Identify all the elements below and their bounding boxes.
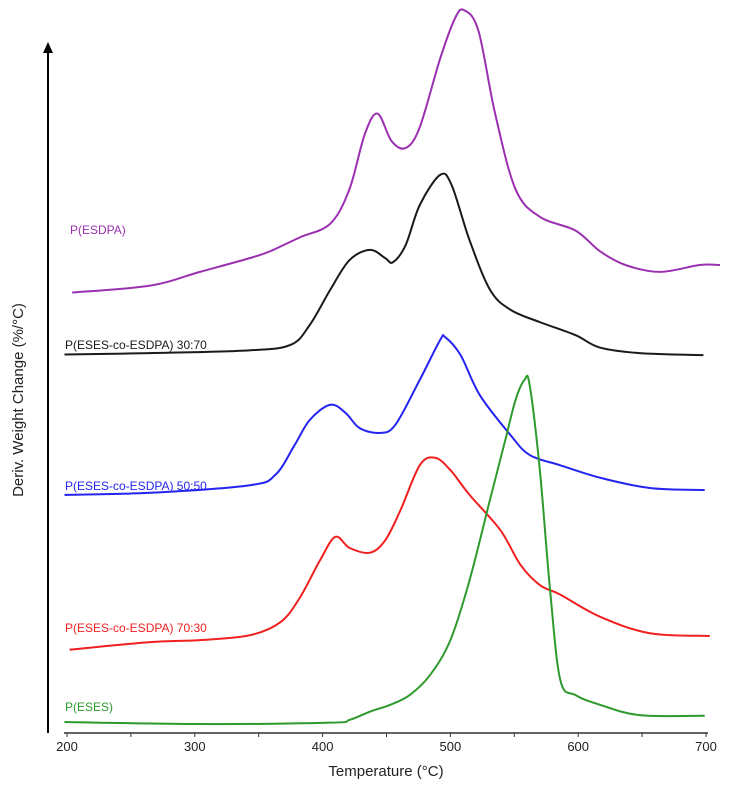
series-label-30-70: P(ESES-co-ESDPA) 30:70: [65, 338, 207, 352]
series-layer: [64, 8, 721, 726]
x-tick-label: 400: [312, 739, 334, 754]
x-tick-label: 200: [56, 739, 78, 754]
series-line-4: [64, 374, 705, 726]
x-axis-title: Temperature (°C): [328, 763, 443, 780]
series-line-2: [64, 334, 705, 496]
y-axis-arrow-icon: [43, 42, 53, 53]
series-line-3: [69, 456, 710, 651]
series-label-50-50: P(ESES-co-ESDPA) 50:50: [65, 479, 207, 493]
x-tick-label: 700: [695, 739, 717, 754]
x-tick-label: 500: [440, 739, 462, 754]
series-label-esdpa: P(ESDPA): [70, 223, 126, 237]
series-label-70-30: P(ESES-co-ESDPA) 70:30: [65, 621, 207, 635]
x-ticks: 200 300 400 500 600 700: [56, 733, 717, 754]
x-tick-label: 600: [567, 739, 589, 754]
series-line-1: [64, 172, 704, 357]
x-tick-label: 300: [184, 739, 206, 754]
series-line-0: [72, 8, 721, 294]
y-axis-title: Deriv. Weight Change (%/°C): [10, 303, 27, 497]
series-label-eses: P(ESES): [65, 700, 113, 714]
